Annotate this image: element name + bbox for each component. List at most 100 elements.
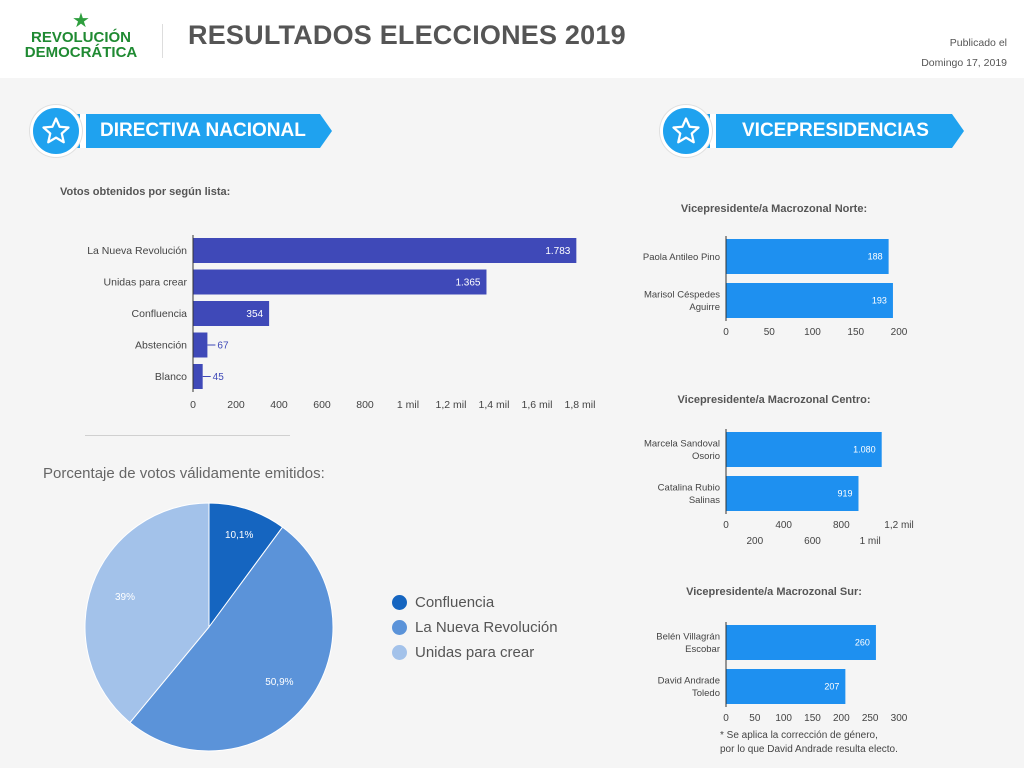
chart-vice-sur: Vicepresidente/a Macrozonal Sur: Belén Vi… — [656, 586, 908, 724]
legend-swatch — [392, 620, 407, 635]
legend-item-unidas: Unidas para crear — [392, 644, 534, 661]
published-label: Publicado el — [949, 37, 1007, 49]
category-label: Blanco — [155, 371, 187, 383]
tick-label: 0 — [723, 713, 729, 724]
tick-label: 600 — [804, 536, 821, 547]
category-label: Marcela Sandoval — [644, 439, 720, 450]
bar — [193, 364, 203, 389]
banner-stripe — [80, 114, 86, 148]
tick-label: 400 — [270, 399, 288, 411]
category-label: Toledo — [692, 688, 720, 699]
tick-label: 150 — [847, 327, 864, 338]
category-label: Unidas para crear — [104, 277, 188, 289]
tick-label: 100 — [775, 713, 792, 724]
pie-slice — [129, 526, 334, 752]
chart-vice-norte: Vicepresidente/a Macrozonal Norte: Paola … — [643, 203, 908, 338]
category-label: Confluencia — [132, 308, 188, 320]
tick-label: 1 mil — [397, 399, 419, 411]
category-label: David Andrade — [658, 676, 720, 687]
tick-label: 1,8 mil — [565, 399, 596, 411]
data-label: 45 — [213, 372, 225, 383]
section-title-directiva: DIRECTIVA NACIONAL — [100, 120, 306, 141]
legend-swatch — [392, 645, 407, 660]
chart-title: Vicepresidente/a Macrozonal Centro: — [678, 394, 871, 406]
chart-porcentaje-pie: 10,1% 50,9% 39% — [84, 502, 334, 752]
tick-label: 600 — [313, 399, 331, 411]
section-separator — [85, 435, 290, 436]
pie-data-label: 50,9% — [265, 677, 293, 688]
category-label: Marisol Céspedes — [644, 290, 720, 301]
legend-item-confluencia: Confluencia — [392, 594, 494, 611]
page-title: RESULTADOS ELECCIONES 2019 — [188, 20, 626, 50]
legend-item-nueva-revolucion: La Nueva Revolución — [392, 619, 558, 636]
pie-slice — [84, 502, 210, 724]
tick-label: 0 — [723, 327, 729, 338]
data-label: 67 — [217, 341, 229, 352]
tick-label: 0 — [723, 520, 729, 531]
legend-swatch — [392, 595, 407, 610]
category-label: Escobar — [685, 644, 720, 655]
bar — [193, 269, 487, 295]
chart-vice-centro: Vicepresidente/a Macrozonal Centro: Marce… — [644, 394, 914, 547]
data-label: 1.080 — [853, 445, 876, 455]
tick-label: 400 — [775, 520, 792, 531]
legend-label: Confluencia — [415, 594, 495, 611]
data-label: 207 — [824, 682, 839, 692]
tick-label: 800 — [833, 520, 850, 531]
tick-label: 150 — [804, 713, 821, 724]
tick-label: 0 — [190, 399, 196, 411]
pie-slice — [208, 502, 284, 629]
category-label: Belén Villagrán — [656, 632, 720, 643]
logo-line-1: REVOLUCIÓN — [30, 29, 131, 46]
chart-title: Vicepresidente/a Macrozonal Norte: — [681, 203, 867, 215]
header-divider — [162, 24, 163, 58]
star-icon — [30, 105, 82, 157]
data-label: 260 — [855, 638, 870, 648]
header: ★ REVOLUCIÓN DEMOCRÁTICA RESULTADOS ELEC… — [0, 0, 1024, 78]
tick-label: 1,2 mil — [884, 520, 913, 531]
pie-data-label: 39% — [115, 592, 135, 603]
bar — [726, 476, 859, 511]
pie-chart-title: Porcentaje de votos válidamente emitidos… — [43, 465, 325, 482]
legend-label: Unidas para crear — [415, 644, 535, 661]
pie-data-label: 10,1% — [225, 530, 253, 541]
bar — [726, 432, 882, 467]
category-label: Abstención — [135, 340, 187, 352]
category-label: Catalina Rubio — [658, 483, 720, 494]
tick-label: 1,6 mil — [522, 399, 553, 411]
category-label: Osorio — [692, 451, 720, 462]
tick-label: 200 — [833, 713, 850, 724]
data-label: 1.365 — [455, 278, 480, 289]
category-label: Paola Antileo Pino — [643, 252, 720, 263]
tick-label: 1,4 mil — [479, 399, 510, 411]
tick-label: 200 — [746, 536, 763, 547]
data-label: 193 — [872, 296, 887, 306]
footnote: * Se aplica la corrección de género, por… — [720, 729, 898, 757]
logo-star-icon: ★ — [72, 10, 90, 32]
section-banner-directiva: DIRECTIVA NACIONAL — [70, 114, 332, 148]
bar — [726, 283, 893, 318]
published-date-value: Domingo 17, 2019 — [921, 57, 1007, 69]
category-label: Salinas — [689, 495, 720, 506]
tick-label: 200 — [227, 399, 245, 411]
logo: ★ REVOLUCIÓN DEMOCRÁTICA — [20, 10, 142, 62]
data-label: 188 — [868, 252, 883, 262]
chart-title: Votos obtenidos por según lista: — [60, 186, 230, 198]
tick-label: 50 — [749, 713, 761, 724]
tick-label: 250 — [862, 713, 879, 724]
bar — [726, 669, 846, 704]
chart-votos-lista: Votos obtenidos por según lista: La Nueva… — [60, 186, 596, 411]
chart-title: Vicepresidente/a Macrozonal Sur: — [686, 586, 862, 598]
tick-label: 800 — [356, 399, 374, 411]
bar — [193, 301, 270, 326]
tick-label: 300 — [891, 713, 908, 724]
bar — [193, 238, 577, 263]
tick-label: 1,2 mil — [436, 399, 467, 411]
tick-label: 50 — [764, 327, 776, 338]
published-date: Publicado el Domingo 17, 2019 — [921, 33, 1007, 73]
footnote-line-2: por lo que David Andrade resulta electo. — [720, 744, 898, 755]
legend-label: La Nueva Revolución — [415, 619, 558, 636]
logo-line-2: DEMOCRÁTICA — [24, 44, 138, 61]
bar — [726, 239, 889, 274]
category-label: La Nueva Revolución — [87, 245, 187, 257]
